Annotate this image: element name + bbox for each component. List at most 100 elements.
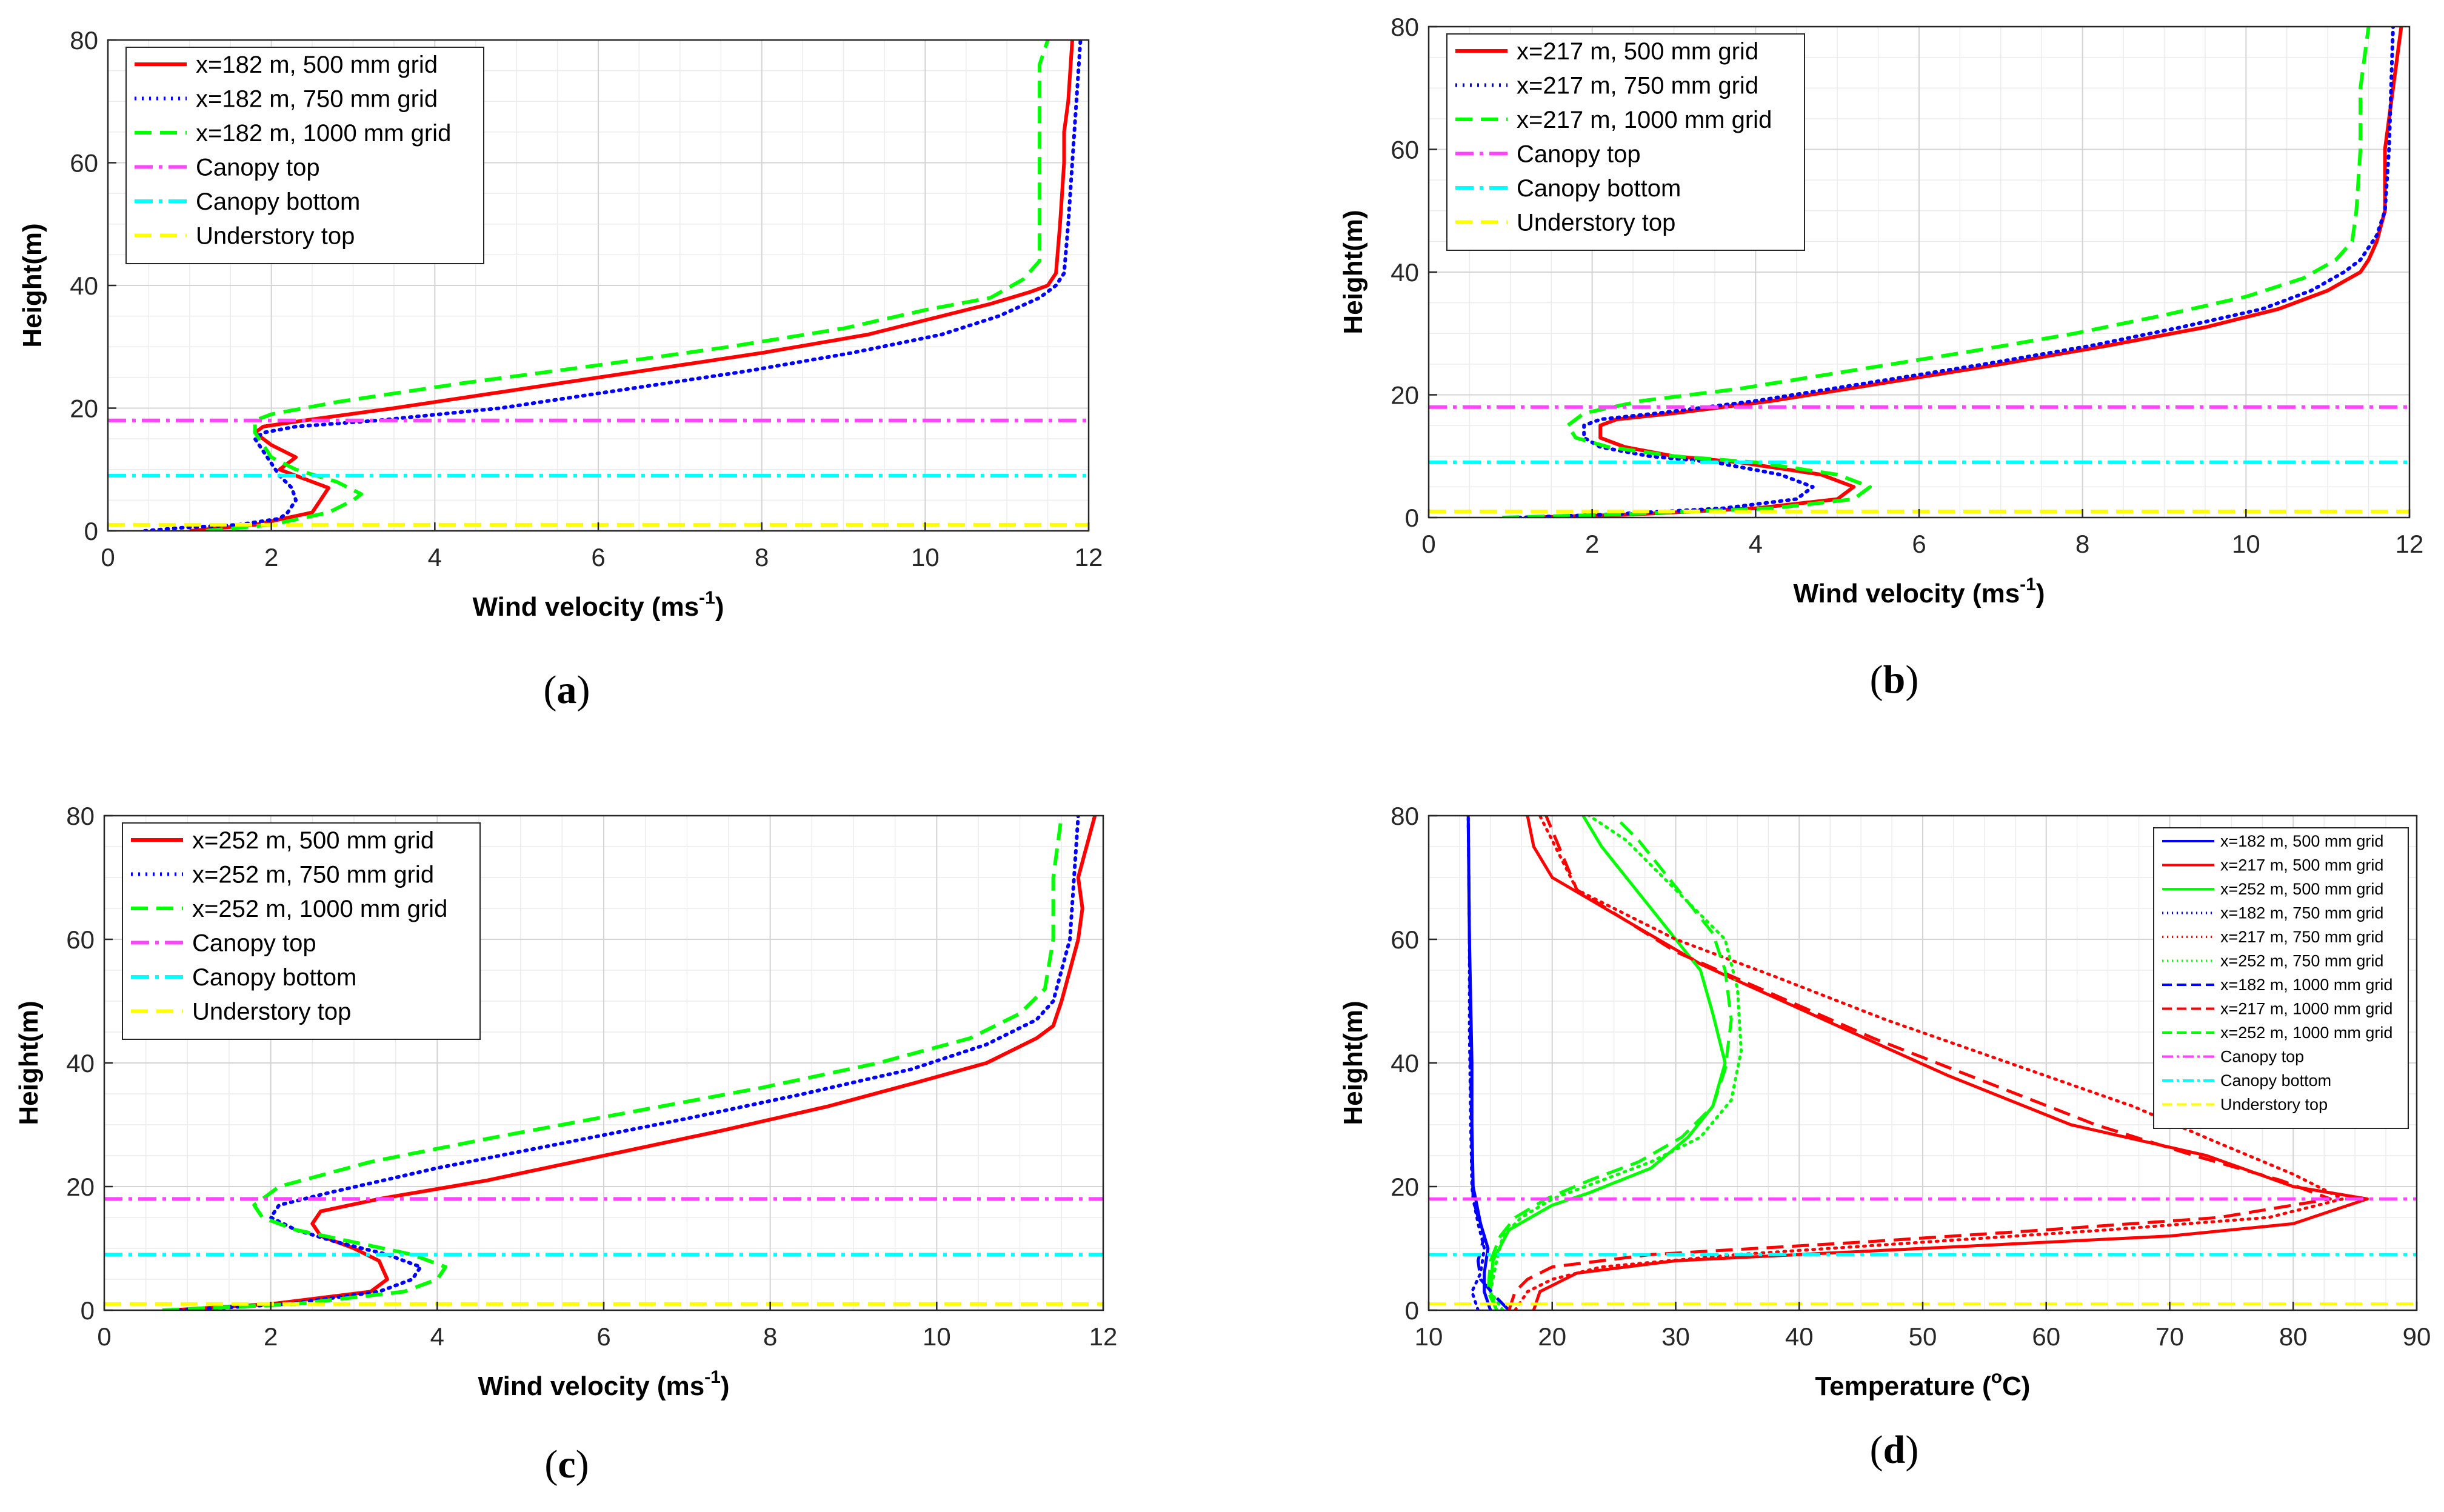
y-tick-label: 40 <box>70 271 98 300</box>
y-tick-label: 40 <box>1391 258 1419 287</box>
x-tick-label: 6 <box>591 543 605 571</box>
chart-panel-c: 0 2 4 6 8 10 12 0 20 40 60 80 Wind velocity (ms-1) He… <box>14 802 1117 1487</box>
x-tick-label: 12 <box>1075 543 1103 571</box>
x-tick-label: 6 <box>596 1322 610 1351</box>
chart-panel-a: 0 2 4 6 8 10 12 0 20 40 60 80 Wind velocity (ms-1) He… <box>18 26 1103 712</box>
x-axis-label: Wind velocity (ms-1) <box>478 1367 729 1401</box>
series-line-x-252-m-1000-mm-grid <box>1486 816 1733 1310</box>
y-tick-label: 80 <box>1391 802 1419 830</box>
x-axis-label: Wind velocity (ms-1) <box>1793 574 2045 608</box>
series-line-x-252-m-1000-mm-grid <box>162 816 1064 1310</box>
legend: x=182 m, 500 mm grid x=182 m, 750 mm grid… <box>125 47 484 264</box>
legend-entry-canopy-top: Canopy top <box>1517 141 1641 168</box>
y-tick-label: 80 <box>66 802 95 830</box>
legend-entry-x-182-m-750-mm-grid: x=182 m, 750 mm grid <box>2220 904 2383 922</box>
legend-entry-canopy-bottom: Canopy bottom <box>196 188 360 215</box>
legend-entry-understory-top: Understory top <box>1517 210 1675 236</box>
legend-entry-understory-top: Understory top <box>2220 1096 2328 1114</box>
legend-entry-x-252-m-500-mm-grid: x=252 m, 500 mm grid <box>192 827 434 854</box>
legend-entry-x-252-m-500-mm-grid: x=252 m, 500 mm grid <box>2220 880 2383 898</box>
legend: x=217 m, 500 mm grid x=217 m, 750 mm grid… <box>1446 33 1805 251</box>
x-tick-label: 8 <box>755 543 769 571</box>
legend-box <box>1446 33 1805 251</box>
legend-box <box>125 47 484 264</box>
y-tick-label: 20 <box>70 395 98 423</box>
legend-entry-x-182-m-750-mm-grid: x=182 m, 750 mm grid <box>196 86 438 113</box>
x-tick-label: 10 <box>1415 1322 1443 1351</box>
y-tick-label: 40 <box>1391 1049 1419 1077</box>
y-tick-label: 20 <box>66 1173 95 1201</box>
y-axis-label: Height(m) <box>1338 1001 1368 1125</box>
x-axis-label: Wind velocity (ms-1) <box>472 588 724 622</box>
legend-entry-canopy-top: Canopy top <box>192 930 316 957</box>
legend-entry-x-182-m-1000-mm-grid: x=182 m, 1000 mm grid <box>196 120 451 147</box>
panel-caption: (d) <box>1870 1428 1919 1472</box>
y-tick-label: 80 <box>70 26 98 55</box>
y-tick-label: 0 <box>81 1296 95 1325</box>
panel-caption: (a) <box>544 668 590 712</box>
y-axis-label: Height(m) <box>14 1001 44 1125</box>
legend-entry-x-217-m-1000-mm-grid: x=217 m, 1000 mm grid <box>1517 107 1772 133</box>
chart-panel-b: 0 2 4 6 8 10 12 0 20 40 60 80 Wind velocity (ms-1) He… <box>1338 13 2423 702</box>
panel-caption: (b) <box>1870 658 1919 702</box>
legend-entry-x-182-m-1000-mm-grid: x=182 m, 1000 mm grid <box>2220 976 2392 994</box>
legend-entry-x-252-m-750-mm-grid: x=252 m, 750 mm grid <box>192 862 434 888</box>
x-tick-label: 4 <box>430 1322 444 1351</box>
series-line-x-182-m-500-mm-grid <box>189 40 1074 531</box>
legend-entry-x-217-m-500-mm-grid: x=217 m, 500 mm grid <box>2220 856 2383 874</box>
legend-entry-understory-top: Understory top <box>192 999 351 1025</box>
x-tick-label: 50 <box>1909 1322 1937 1351</box>
x-tick-label: 70 <box>2155 1322 2184 1351</box>
legend-entry-canopy-bottom: Canopy bottom <box>1517 175 1681 202</box>
x-tick-label: 0 <box>97 1322 111 1351</box>
legend-entry-x-182-m-500-mm-grid: x=182 m, 500 mm grid <box>2220 832 2383 850</box>
y-tick-label: 60 <box>70 149 98 178</box>
x-tick-label: 8 <box>763 1322 777 1351</box>
x-tick-label: 20 <box>1538 1322 1566 1351</box>
y-tick-label: 80 <box>1391 13 1419 41</box>
y-tick-label: 0 <box>1405 504 1419 532</box>
x-tick-label: 8 <box>2075 530 2089 558</box>
series-line-x-217-m-500-mm-grid <box>1526 27 2403 518</box>
legend-entry-x-252-m-750-mm-grid: x=252 m, 750 mm grid <box>2220 952 2383 970</box>
legend-box <box>122 822 481 1040</box>
x-tick-label: 2 <box>264 1322 278 1351</box>
y-tick-label: 40 <box>66 1049 95 1077</box>
x-tick-label: 6 <box>1912 530 1926 558</box>
series-line-x-252-m-750-mm-grid <box>1489 816 1743 1310</box>
legend-entry-x-182-m-500-mm-grid: x=182 m, 500 mm grid <box>196 52 438 78</box>
x-tick-label: 40 <box>1785 1322 1814 1351</box>
legend-entry-understory-top: Understory top <box>196 223 355 250</box>
legend-entry-x-252-m-1000-mm-grid: x=252 m, 1000 mm grid <box>2220 1024 2392 1042</box>
x-tick-label: 12 <box>1089 1322 1118 1351</box>
x-tick-label: 10 <box>2232 530 2260 558</box>
legend-entry-x-217-m-1000-mm-grid: x=217 m, 1000 mm grid <box>2220 1000 2392 1018</box>
x-tick-label: 4 <box>428 543 442 571</box>
x-axis-label: Temperature (oC) <box>1815 1367 2031 1401</box>
y-axis-label: Height(m) <box>1338 210 1368 334</box>
series-line-x-182-m-1000-mm-grid <box>205 40 1050 531</box>
legend-entry-x-217-m-750-mm-grid: x=217 m, 750 mm grid <box>1517 73 1758 99</box>
y-tick-label: 60 <box>1391 925 1419 954</box>
legend-box <box>2153 827 2409 1129</box>
legend-entry-canopy-top: Canopy top <box>2220 1048 2304 1066</box>
series-line-x-217-m-1000-mm-grid <box>1502 27 2371 518</box>
series-line-x-217-m-750-mm-grid <box>1514 816 2345 1310</box>
x-tick-label: 4 <box>1749 530 1763 558</box>
x-tick-label: 2 <box>264 543 278 571</box>
x-tick-label: 10 <box>911 543 940 571</box>
y-axis-label: Height(m) <box>18 223 47 347</box>
x-tick-label: 30 <box>1661 1322 1690 1351</box>
legend-entry-canopy-bottom: Canopy bottom <box>2220 1071 2331 1090</box>
x-tick-label: 80 <box>2279 1322 2308 1351</box>
x-tick-label: 60 <box>2032 1322 2060 1351</box>
y-tick-label: 0 <box>84 517 98 545</box>
legend: x=182 m, 500 mm grid x=217 m, 500 mm grid… <box>2153 827 2409 1129</box>
legend-entry-x-252-m-1000-mm-grid: x=252 m, 1000 mm grid <box>192 896 447 922</box>
x-tick-label: 0 <box>101 543 115 571</box>
series-line-x-252-m-750-mm-grid <box>177 816 1080 1310</box>
x-tick-label: 90 <box>2403 1322 2431 1351</box>
legend-entry-x-217-m-750-mm-grid: x=217 m, 750 mm grid <box>2220 928 2383 946</box>
x-tick-label: 0 <box>1421 530 1435 558</box>
